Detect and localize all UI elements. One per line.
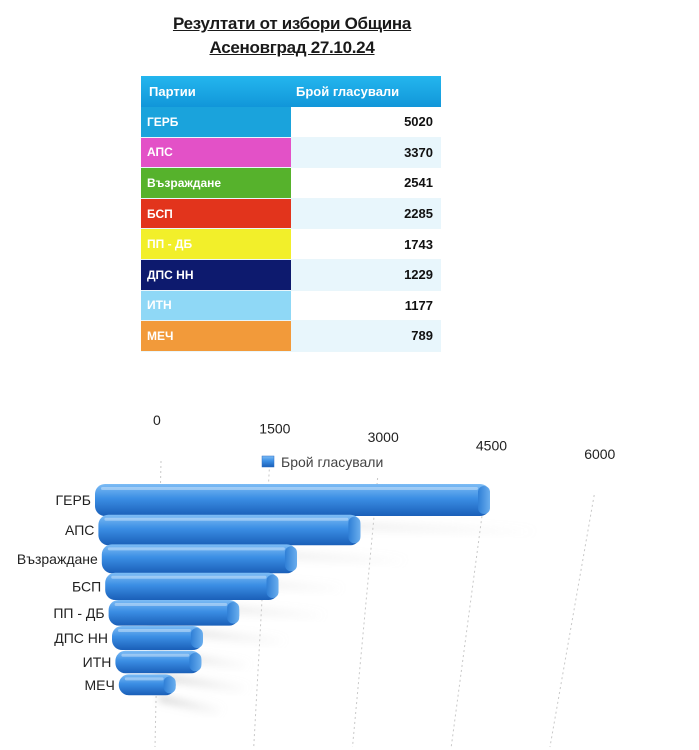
bar-cap [227,602,240,624]
bar [101,544,297,574]
category-label: МЕЧ [84,677,114,693]
grid-line [351,477,379,748]
bar-chart: 0 1500 3000 4500 6000 Брой гласували ГЕРБ АПС Въ… [17,412,616,748]
votes-cell: 3370 [291,137,441,168]
bar-highlight [121,653,190,657]
header-votes: Брой гласували [296,84,400,99]
bar-cap [478,486,490,514]
bar [98,514,361,546]
category-label: ИТН [83,654,112,670]
bar-highlight [104,517,349,521]
party-cell: ПП - ДБ [141,229,291,259]
bar-cap [284,546,297,572]
x-tick-label: 1500 [259,421,290,437]
table-row: БСП 2285 [141,198,441,230]
bar-cap [348,516,361,544]
bar [108,600,240,626]
bar [112,626,203,650]
bar-highlight [114,603,228,606]
x-tick-label: 6000 [584,446,615,462]
x-tick-label: 4500 [476,438,507,454]
votes-cell: 1229 [291,259,441,290]
bar-highlight [118,629,191,632]
legend-swatch [261,455,275,468]
votes-cell: 2541 [291,168,441,198]
bar [95,484,490,516]
category-label: ГЕРБ [56,492,91,508]
category-label: Възраждане [17,551,98,567]
bar-shadow [158,695,226,716]
bar-highlight [111,575,267,579]
legend-label: Брой гласували [281,454,383,470]
table-row: ДПС НН 1229 [141,259,441,291]
table-row: Възраждане 2541 [141,168,441,199]
grid-line [450,486,487,748]
votes-cell: 5020 [291,107,441,137]
bar-shadow [155,673,252,694]
party-cell: МЕЧ [141,321,291,351]
party-cell: БСП [141,198,291,229]
party-cell: ИТН [141,290,291,321]
table-row: ГЕРБ 5020 [141,107,441,138]
bar [118,674,176,696]
votes-cell: 789 [291,321,441,351]
bar [105,572,279,600]
party-cell: Възраждане [141,168,291,198]
x-tick-label: 0 [153,412,161,428]
category-label: АПС [65,522,94,538]
bar-cap [163,676,176,694]
category-label: ПП - ДБ [53,605,104,621]
table-row: ПП - ДБ 1743 [141,229,441,260]
bar [115,650,202,674]
table-header: Партии Брой гласували [141,76,441,107]
table-row: АПС 3370 [141,137,441,169]
bar-cap [189,652,202,672]
chart-title-line2: Асеновград 27.10.24 [209,38,375,57]
table-row: ИТН 1177 [141,290,441,322]
bar-highlight [107,547,285,551]
votes-cell: 2285 [291,198,441,229]
votes-cell: 1177 [291,290,441,321]
votes-cell: 1743 [291,229,441,259]
category-label: ДПС НН [54,630,108,646]
bar-highlight [101,487,478,490]
party-cell: ДПС НН [141,259,291,290]
party-cell: ГЕРБ [141,107,291,137]
header-party: Партии [149,84,196,99]
bar-cap [190,628,203,648]
party-cell: АПС [141,137,291,168]
category-label: БСП [72,578,101,594]
x-tick-label: 3000 [368,429,399,445]
results-table: Партии Брой гласували ГЕРБ 5020 АПС 3370 Въз… [141,76,441,352]
bar-highlight [124,677,164,681]
table-row: МЕЧ 789 [141,321,441,352]
grid-line [549,494,595,748]
chart-title-line1: Резултати от избори Община [172,14,412,33]
bar-cap [266,574,279,598]
